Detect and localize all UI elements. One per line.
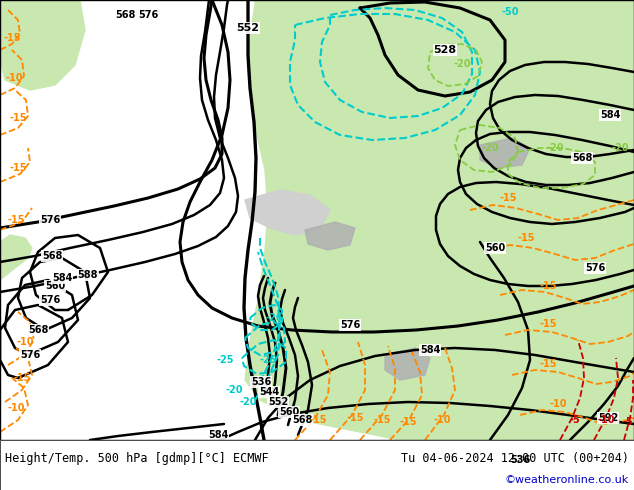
Text: -20: -20 [239, 397, 257, 407]
Polygon shape [0, 0, 85, 90]
Text: 552: 552 [268, 397, 288, 407]
Text: 568: 568 [572, 153, 592, 163]
Text: -15: -15 [540, 281, 557, 291]
Text: 536: 536 [510, 455, 530, 465]
Text: Height/Temp. 500 hPa [gdmp][°C] ECMWF: Height/Temp. 500 hPa [gdmp][°C] ECMWF [5, 451, 269, 465]
Text: 568: 568 [42, 251, 62, 261]
Text: -15: -15 [399, 417, 417, 427]
Text: -10: -10 [7, 403, 25, 413]
Text: -25: -25 [259, 355, 277, 365]
Text: -15: -15 [7, 215, 25, 225]
Text: 576: 576 [138, 10, 158, 20]
Text: 584: 584 [208, 430, 228, 440]
Text: 560: 560 [485, 243, 505, 253]
Text: -15: -15 [540, 359, 557, 369]
Polygon shape [480, 138, 530, 168]
Text: 560: 560 [279, 407, 299, 417]
Text: -20: -20 [547, 143, 564, 153]
Text: 552: 552 [236, 23, 259, 33]
Text: -10: -10 [597, 415, 615, 425]
Text: -10: -10 [549, 399, 567, 409]
Text: -10: -10 [16, 337, 34, 347]
Text: -10: -10 [5, 73, 23, 83]
Text: -5: -5 [569, 415, 580, 425]
Text: -15: -15 [517, 233, 534, 243]
Text: ©weatheronline.co.uk: ©weatheronline.co.uk [505, 475, 629, 485]
Text: -15: -15 [10, 113, 27, 123]
Text: -15: -15 [309, 415, 327, 425]
Text: -20: -20 [481, 143, 499, 153]
Text: 560: 560 [45, 281, 65, 291]
Text: 576: 576 [20, 350, 40, 360]
Text: -20: -20 [453, 59, 471, 69]
Text: 544: 544 [259, 387, 279, 397]
Text: 528: 528 [434, 45, 456, 55]
Text: -20: -20 [611, 143, 629, 153]
Text: -20: -20 [225, 385, 243, 395]
Polygon shape [385, 348, 430, 380]
Text: -15: -15 [499, 193, 517, 203]
Text: -10: -10 [433, 415, 451, 425]
Polygon shape [305, 222, 355, 250]
Text: -26: -26 [265, 313, 283, 323]
Text: 584: 584 [420, 345, 440, 355]
Polygon shape [0, 0, 30, 25]
Text: 568: 568 [292, 415, 312, 425]
Text: -15: -15 [373, 415, 391, 425]
Text: 536: 536 [251, 377, 271, 387]
Text: 584: 584 [600, 110, 620, 120]
Polygon shape [0, 235, 32, 280]
Text: 584: 584 [52, 273, 72, 283]
Text: 576: 576 [40, 215, 60, 225]
Polygon shape [145, 0, 634, 440]
Text: Tu 04-06-2024 12:00 UTC (00+204): Tu 04-06-2024 12:00 UTC (00+204) [401, 451, 629, 465]
Text: -25: -25 [216, 355, 234, 365]
Text: 568: 568 [28, 325, 48, 335]
Text: -50: -50 [501, 7, 519, 17]
Text: -15: -15 [540, 319, 557, 329]
Text: 576: 576 [585, 263, 605, 273]
Text: -5: -5 [623, 417, 633, 427]
Text: 588: 588 [78, 270, 98, 280]
Text: 576: 576 [340, 320, 360, 330]
Text: -15: -15 [346, 413, 364, 423]
Text: -15: -15 [10, 163, 27, 173]
Text: 568: 568 [115, 10, 135, 20]
Text: -15: -15 [3, 33, 21, 43]
Text: -15: -15 [13, 373, 31, 383]
Text: 592: 592 [598, 413, 618, 423]
Polygon shape [245, 190, 330, 235]
Text: 576: 576 [40, 295, 60, 305]
